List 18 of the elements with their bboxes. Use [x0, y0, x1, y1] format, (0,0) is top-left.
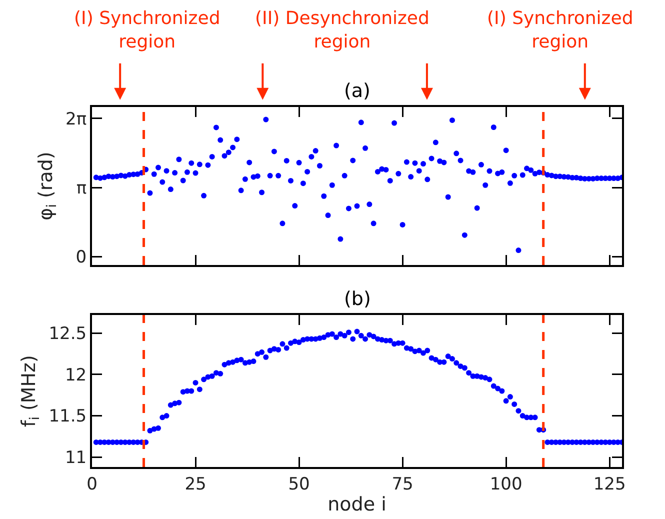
chart-title: (b) [344, 288, 371, 310]
y-tick-label: 12 [64, 365, 87, 386]
y-tick-label: 11.5 [48, 406, 87, 427]
x-tick-label: 125 [593, 474, 626, 494]
text: (II) Desynchronized region [255, 8, 430, 52]
text: (I) Synchronized region [74, 8, 220, 52]
x-tick-label: 75 [392, 474, 414, 494]
y-tick-label: 12.5 [48, 324, 87, 344]
x-axis-title: node i [328, 494, 386, 516]
y-tick-label: 11 [64, 448, 87, 468]
text: (I) Synchronized region [487, 8, 634, 52]
chart-title: (a) [344, 80, 370, 102]
x-tick-label: 50 [288, 474, 310, 494]
y-tick-label: 0 [76, 248, 87, 268]
y-tick-label: 2π [66, 109, 87, 130]
x-tick-label: 25 [184, 474, 206, 494]
x-tick-label: 100 [490, 474, 522, 494]
y-tick-label: π [76, 178, 87, 198]
